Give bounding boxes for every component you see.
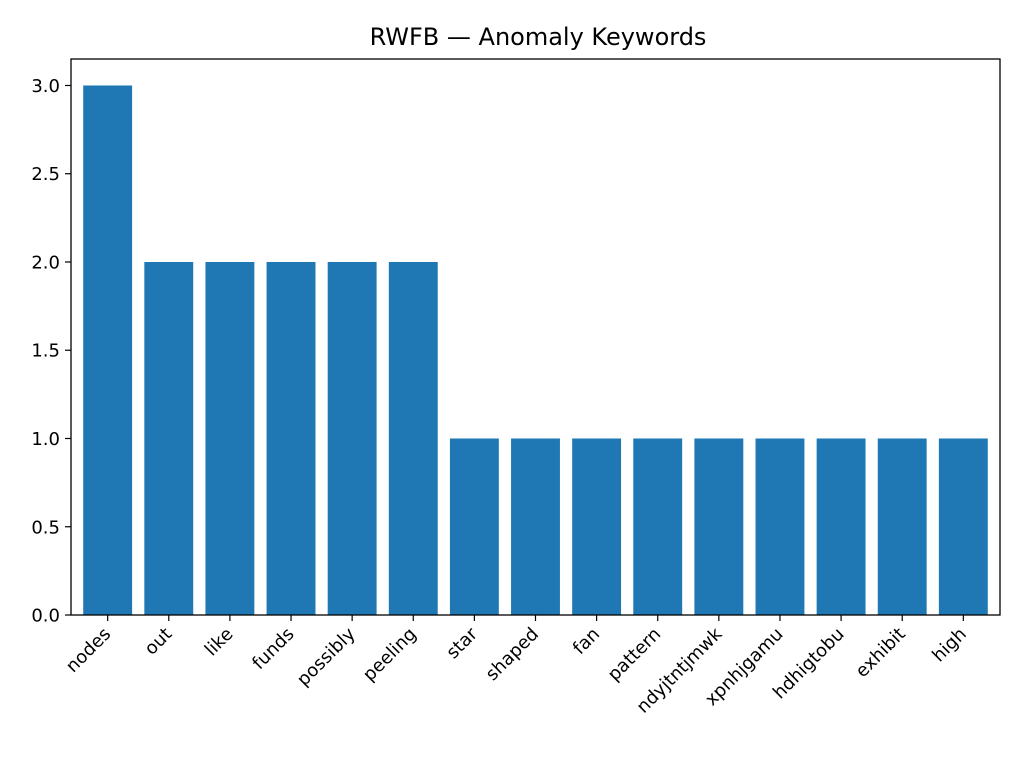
bars [83, 85, 988, 616]
y-tick-label: 2.5 [31, 164, 60, 185]
bar-out [144, 261, 194, 615]
bar-fan [572, 438, 622, 615]
y-tick-label: 0.5 [31, 517, 60, 538]
bar-nodes [83, 85, 133, 616]
bar-shaped [511, 438, 560, 615]
y-tick-label: 3.0 [31, 76, 60, 97]
chart-title: RWFB — Anomaly Keywords [370, 23, 707, 51]
bar-high [938, 438, 988, 615]
bar-peeling [388, 261, 438, 615]
bar-hdhigtobu [816, 438, 866, 615]
bar-ndyjtntjmwk [694, 438, 744, 615]
y-tick-label: 1.5 [31, 341, 60, 362]
bar-exhibit [877, 438, 927, 615]
bar-funds [266, 261, 316, 615]
y-tick-label: 1.0 [31, 429, 60, 450]
bar-star [449, 438, 499, 615]
y-axis: 0.0 0.5 1.0 1.5 2.0 2.5 3.0 [31, 76, 71, 627]
bar-xpnhjgamu [755, 438, 805, 615]
bar-possibly [327, 261, 377, 615]
y-tick-label: 0.0 [31, 606, 60, 627]
bar-like [205, 261, 255, 615]
bar-pattern [633, 438, 683, 615]
y-tick-label: 2.0 [31, 252, 60, 273]
plot-frame [70, 58, 1001, 616]
